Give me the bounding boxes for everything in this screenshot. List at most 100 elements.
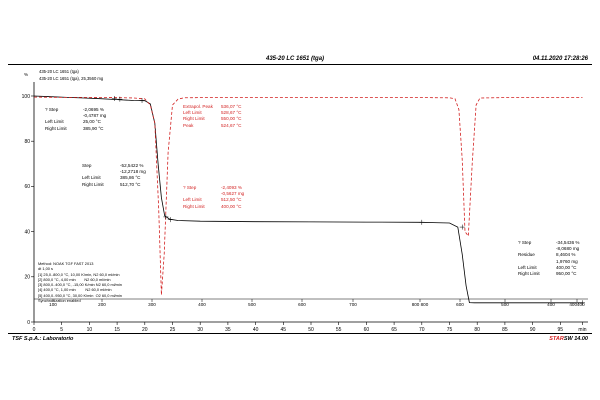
annotation-step3: ? Step -2,4093 % -0,5627 mg Left Limit 512,5… bbox=[183, 185, 244, 210]
annotation-key: Peak bbox=[183, 122, 194, 128]
method-line: [1] 25,0..800,0 °C, 10,00 K/min, N2 60,0… bbox=[38, 271, 120, 277]
datetime-stamp: 04.11.2020 17:28:26 bbox=[532, 56, 588, 62]
y-tick-label: 0 bbox=[27, 320, 30, 326]
annotation-value: 536,07 °C bbox=[221, 104, 242, 109]
y-tick-label: 80 bbox=[24, 139, 30, 145]
annotation-row: Right Limit 950,00 °C bbox=[518, 271, 580, 277]
x-tick-label: 20 bbox=[142, 327, 148, 333]
temp-tick-label: 800 800 bbox=[412, 302, 429, 307]
annotation-row: Peak 524,67 °C bbox=[183, 123, 241, 129]
temp-tick-label: 700 bbox=[349, 302, 357, 307]
annotation-step1: ? Step -2,0695 % -0,4787 mg Left Limit 25,00… bbox=[45, 107, 106, 132]
x-tick-label: 15 bbox=[114, 327, 120, 333]
y-tick-label: 40 bbox=[24, 229, 30, 235]
annotation-key: Right Limit bbox=[183, 203, 205, 209]
temp-tick-label: 400 bbox=[547, 302, 555, 307]
annotation-extrapolated-peak: Extrapol. Peak 536,07 °C Left Limit 528,67 … bbox=[183, 104, 241, 129]
annotation-row: -0,4787 mg bbox=[45, 113, 106, 119]
annotation-key: ? Step bbox=[518, 240, 532, 245]
method-line: dt 1,00 s bbox=[38, 266, 53, 272]
annotation-key: Right Limit bbox=[82, 181, 104, 187]
annotation-row: Right Limit 512,70 °C bbox=[82, 182, 146, 188]
annotation-key: Left Limit bbox=[82, 175, 101, 181]
x-tick-label: 5 bbox=[60, 327, 63, 333]
annotation-row: ? Step -2,4093 % bbox=[183, 185, 244, 191]
method-line: [3] 800,0..400,0 °C, -15,00 K/min N2 60,… bbox=[38, 282, 122, 288]
annotation-row: Extrapol. Peak 536,07 °C bbox=[183, 104, 241, 110]
annotation-value: 512,50 °C bbox=[221, 197, 242, 203]
method-line: Synchronization enabled bbox=[38, 298, 81, 304]
annotation-row: Left Limit 512,50 °C bbox=[183, 197, 244, 203]
method-line: [2] 800,0 °C, 4,00 min N2 60,0 ml/min bbox=[38, 276, 111, 282]
x-tick-label: 30 bbox=[197, 327, 203, 333]
x-tick-label: 50 bbox=[308, 327, 314, 333]
x-tick-label: 90 bbox=[530, 327, 536, 333]
annotation-row: -12,2718 mg bbox=[82, 169, 146, 175]
x-tick-label: 40 bbox=[253, 327, 259, 333]
temp-tick-label: 200 bbox=[98, 302, 106, 307]
x-tick-label: 80 bbox=[474, 327, 480, 333]
annotation-value: 1,9760 mg bbox=[556, 258, 578, 264]
annotation-row: -0,5627 mg bbox=[183, 191, 244, 197]
temp-tick-label: 100 bbox=[49, 302, 57, 307]
annotation-row: Left Limit 25,00 °C bbox=[45, 119, 106, 125]
x-tick-label: 45 bbox=[281, 327, 287, 333]
dtg-curve bbox=[33, 96, 583, 295]
annotation-row: -8,0680 mg bbox=[518, 246, 580, 252]
annotation-key: Residue bbox=[518, 252, 535, 258]
annotation-row: Left Limit 528,67 °C bbox=[183, 110, 241, 116]
annotation-key: Step bbox=[82, 163, 92, 168]
x-tick-label: 55 bbox=[336, 327, 342, 333]
annotation-value: 528,67 °C bbox=[221, 110, 242, 116]
sample-name: 435-20 LC 1651 (tga) bbox=[39, 69, 79, 74]
software-brand: STAR bbox=[549, 336, 564, 342]
annotation-value: -0,5627 mg bbox=[221, 191, 245, 197]
software-label: STARSW 14.00 bbox=[549, 336, 588, 343]
header-rule bbox=[8, 64, 592, 65]
annotation-key: Left Limit bbox=[45, 119, 64, 125]
annotation-key: Right Limit bbox=[45, 125, 67, 131]
annotation-key: Right Limit bbox=[518, 271, 540, 277]
x-tick-label: 35 bbox=[225, 327, 231, 333]
annotation-key: Right Limit bbox=[183, 116, 205, 122]
x-tick-label: 95 bbox=[558, 327, 564, 333]
annotation-value: 524,67 °C bbox=[221, 122, 242, 128]
annotation-value: 400,00 °C bbox=[221, 203, 242, 209]
annotation-value: -34,5436 % bbox=[556, 240, 580, 245]
annotation-step2: Step -52,5422 % -12,2718 mg Left Limit 385,8… bbox=[82, 163, 146, 188]
annotation-value: -2,4093 % bbox=[221, 185, 242, 190]
annotation-key: Left Limit bbox=[183, 197, 202, 203]
method-line: [4] 400,0 °C, 1,00 min N2 60,0 ml/min bbox=[38, 287, 112, 293]
temp-tick-label: 500 bbox=[501, 302, 509, 307]
method-block: Method: NOAK TGF FAST 2013 dt 1,00 s [1] 2… bbox=[38, 261, 122, 303]
software-version: SW 14.00 bbox=[563, 336, 588, 342]
x-tick-label: 25 bbox=[170, 327, 176, 333]
annotation-key: ? Step bbox=[183, 185, 197, 190]
annotation-row: ? Step -34,5436 % bbox=[518, 240, 580, 246]
annotation-key: ? Step bbox=[45, 107, 59, 112]
footer-rule bbox=[8, 333, 592, 334]
annotation-value: 385,86 °C bbox=[120, 175, 141, 181]
annotation-value: 950,00 °C bbox=[556, 271, 577, 277]
chart-title: 435-20 LC 1651 (tga) bbox=[266, 56, 325, 62]
annotation-value: -8,0680 mg bbox=[556, 246, 580, 252]
annotation-key: Extrapol. Peak bbox=[183, 104, 213, 109]
y-unit-label: % bbox=[24, 72, 29, 77]
x-tick-label: 0 bbox=[33, 327, 36, 333]
annotation-row: Left Limit 385,86 °C bbox=[82, 175, 146, 181]
annotation-row: Right Limit 400,00 °C bbox=[183, 204, 244, 210]
annotation-key: Left Limit bbox=[183, 110, 202, 116]
annotation-value: -0,4787 mg bbox=[83, 113, 107, 119]
temp-tick-label: 600 bbox=[456, 302, 464, 307]
annotation-value: 8,4604 % bbox=[556, 252, 576, 258]
annotation-value: -2,0695 % bbox=[83, 107, 104, 112]
y-tick-label: 100 bbox=[22, 94, 31, 100]
x-tick-label: 10 bbox=[87, 327, 93, 333]
annotation-value: 25,00 °C bbox=[83, 119, 101, 125]
annotation-row: Left Limit 400,00 °C bbox=[518, 265, 580, 271]
method-line: Method: NOAK TGF FAST 2013 bbox=[38, 261, 94, 266]
x-tick-label: 70 bbox=[419, 327, 425, 333]
y-tick-label: 20 bbox=[24, 275, 30, 281]
temp-tick-label: 400400 bbox=[569, 302, 585, 307]
